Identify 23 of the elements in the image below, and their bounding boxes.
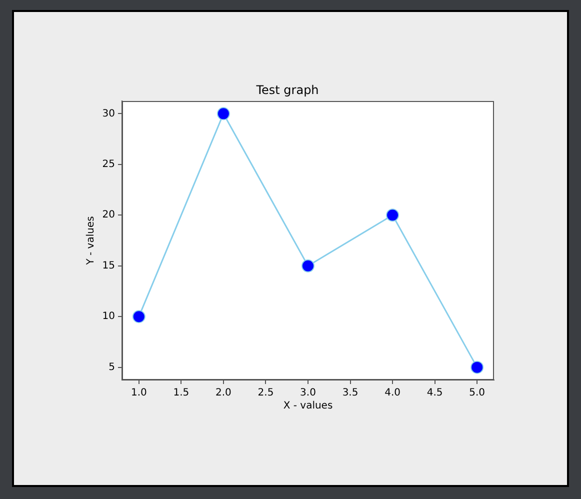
chart-title: Test graph bbox=[255, 82, 319, 97]
x-tick-label: 3.0 bbox=[300, 388, 316, 399]
y-tick-label: 5 bbox=[108, 362, 115, 373]
y-tick-label: 30 bbox=[102, 108, 115, 120]
point bbox=[386, 208, 400, 222]
y-axis-title: Y - values bbox=[86, 216, 97, 266]
y-tick-label: 10 bbox=[102, 311, 115, 322]
y-tick-label: 15 bbox=[102, 260, 115, 272]
point bbox=[470, 360, 484, 374]
x-tick-label: 4.5 bbox=[426, 388, 443, 399]
x-tick-label: 3.5 bbox=[342, 388, 358, 399]
x-tick-label: 1.5 bbox=[173, 388, 190, 399]
point bbox=[132, 310, 146, 324]
y-tick-label: 25 bbox=[102, 159, 115, 170]
x-tick-label: 2.0 bbox=[216, 388, 232, 399]
y-tick-label: 20 bbox=[102, 210, 115, 221]
x-tick-label: 5.0 bbox=[469, 388, 486, 399]
x-tick-label: 4.0 bbox=[384, 388, 400, 399]
x-axis-title: X - values bbox=[283, 400, 333, 412]
x-tick-label: 1.0 bbox=[130, 388, 147, 399]
point bbox=[302, 259, 314, 272]
x-tick-label: 2.5 bbox=[258, 388, 274, 399]
point bbox=[216, 107, 230, 120]
